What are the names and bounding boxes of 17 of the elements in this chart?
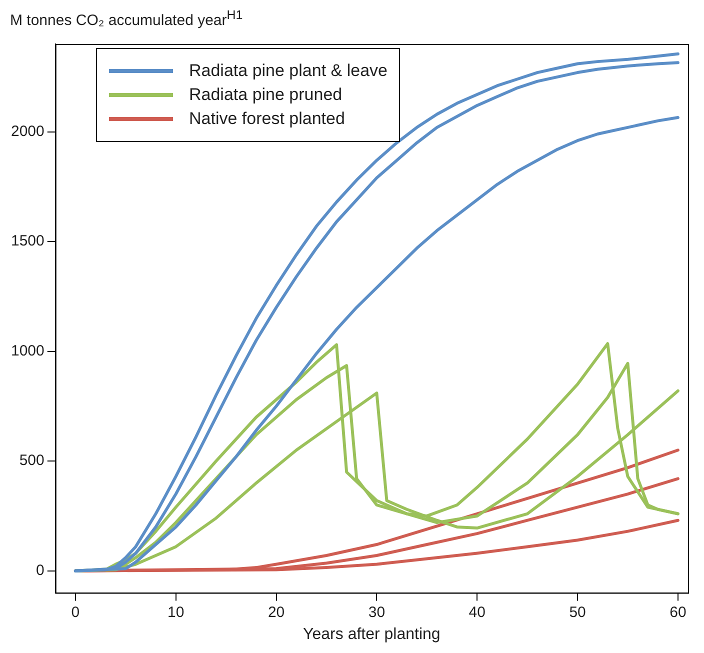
x-tick-label: 50: [569, 604, 586, 621]
x-axis-title: Years after planting: [303, 626, 440, 643]
x-tick-label: 20: [268, 604, 285, 621]
x-tick-label: 60: [670, 604, 686, 621]
x-tick-label: 10: [168, 604, 184, 621]
y-axis-title: M tonnes CO₂ accumulated year$^{H1}$: [9, 8, 244, 31]
x-tick-label: 30: [368, 604, 386, 621]
y-tick-label: 1000: [10, 342, 44, 360]
y-tick-label: 500: [19, 452, 44, 470]
y-tick-label: 0: [36, 562, 44, 579]
x-tick-label: 0: [71, 604, 80, 621]
y-tick-label: 1500: [10, 232, 44, 250]
legend-label: Native forest planted: [189, 109, 345, 129]
legend-label: Radiata pine pruned: [189, 85, 342, 105]
y-tick-label: 2000: [10, 122, 44, 140]
x-tick-label: 40: [468, 604, 486, 621]
legend-label: Radiata pine plant & leave: [189, 61, 388, 81]
